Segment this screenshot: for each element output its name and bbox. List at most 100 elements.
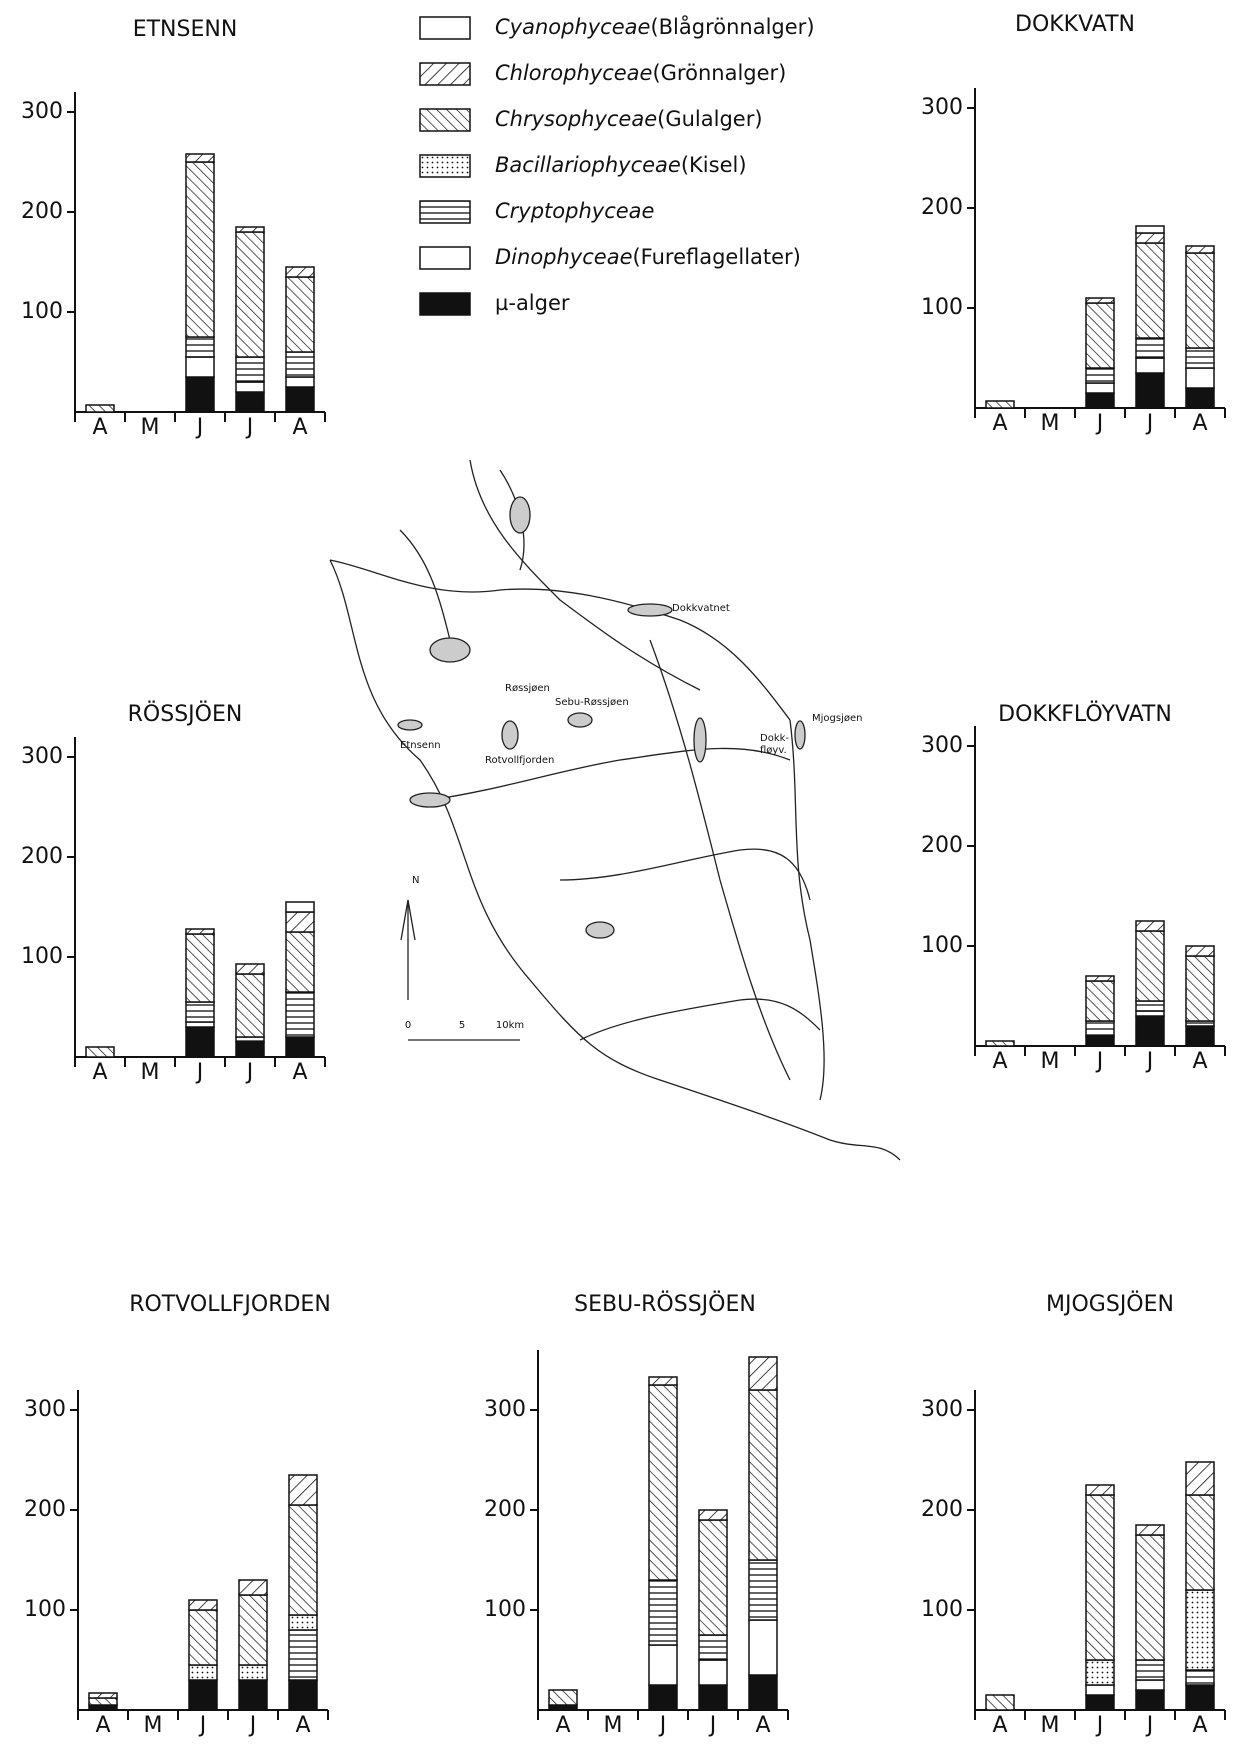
bar-segment — [1085, 382, 1115, 394]
y-tick-label: 100 — [921, 933, 963, 958]
legend-name: Chlorophyceae — [495, 61, 652, 85]
legend-swatch — [419, 200, 471, 224]
lake — [397, 719, 423, 731]
map — [329, 459, 901, 1161]
bar-segment — [1185, 1025, 1215, 1047]
bar-segment — [285, 276, 315, 353]
bar-segment — [1085, 1684, 1115, 1696]
y-tick-label: 200 — [21, 199, 63, 224]
bar-segment — [185, 161, 215, 338]
bar-segment — [1135, 242, 1165, 339]
bar-segment — [1135, 1534, 1165, 1661]
bar-segment — [288, 1629, 318, 1681]
bar-segment — [238, 1664, 268, 1681]
bar-segment — [1135, 930, 1165, 1002]
bar-segment — [748, 1389, 778, 1561]
bar-segment — [1135, 1689, 1165, 1711]
bar-segment — [1135, 1524, 1165, 1536]
bar-segment — [1185, 1461, 1215, 1496]
lake — [627, 603, 673, 617]
legend-label: µ-alger — [495, 291, 570, 315]
legend-note: (Grönnalger) — [652, 61, 786, 85]
bar-segment — [648, 1684, 678, 1711]
bar-segment — [235, 226, 265, 233]
bar-segment — [1135, 372, 1165, 409]
bar-segment — [185, 336, 215, 358]
river — [429, 747, 791, 801]
x-tick-label: A — [92, 1060, 107, 1085]
x-tick-label: A — [1192, 1049, 1207, 1074]
x-tick-label: J — [245, 1060, 254, 1085]
legend-name: Chrysophyceae — [495, 107, 657, 131]
lake — [585, 921, 615, 939]
river — [329, 559, 901, 1161]
x-tick-label: J — [1145, 1049, 1154, 1074]
river — [649, 639, 791, 1081]
bar-segment — [185, 933, 215, 1003]
lake — [567, 712, 593, 728]
lake — [409, 792, 451, 808]
bar-segment — [548, 1689, 578, 1706]
legend-swatch — [419, 62, 471, 86]
bar-segment — [188, 1679, 218, 1711]
bar-segment — [1085, 1659, 1115, 1686]
bar-segment — [185, 356, 215, 378]
chart-title: DOKKFLÖYVATN — [998, 701, 1172, 727]
x-tick-label: A — [992, 411, 1007, 436]
lake — [429, 637, 471, 663]
bar-segment — [288, 1504, 318, 1616]
x-tick-label: J — [1095, 411, 1104, 436]
bar-segment — [288, 1679, 318, 1711]
bar-segment — [1135, 225, 1165, 234]
river — [329, 559, 791, 721]
x-tick-label: A — [92, 415, 107, 440]
bar-segment — [285, 1036, 315, 1058]
y-tick-label: 200 — [24, 1497, 66, 1522]
legend-note: (Blågrönnalger) — [650, 14, 814, 39]
bar-segment — [88, 1697, 118, 1706]
y-tick-label: 100 — [921, 1597, 963, 1622]
lake — [693, 717, 707, 763]
bar-segment — [88, 1692, 118, 1699]
x-tick-label: A — [1192, 411, 1207, 436]
bar-segment — [1135, 357, 1165, 374]
bar-segment — [1085, 297, 1115, 304]
bar-segment — [1185, 367, 1215, 389]
chart-title: RÖSSJÖEN — [128, 701, 243, 727]
y-tick-label: 200 — [921, 195, 963, 220]
x-tick-label: J — [1145, 1713, 1154, 1738]
map-label: Etnsenn — [400, 740, 441, 751]
bar-segment — [748, 1559, 778, 1621]
bar-segment — [698, 1659, 728, 1686]
legend-label: Chlorophyceae(Grönnalger) — [495, 61, 786, 85]
legend-note: (Fureflagellater) — [632, 245, 800, 269]
map-label: Mjogsjøen — [812, 713, 862, 724]
y-tick-label: 100 — [484, 1597, 526, 1622]
bar-segment — [235, 973, 265, 1038]
bar-segment — [85, 1046, 115, 1058]
y-tick-label: 300 — [484, 1397, 526, 1422]
legend: Cyanophyceae(Blågrönnalger) Chlorophyceae… — [419, 14, 815, 316]
x-tick-label: M — [1041, 411, 1060, 436]
scale-label: 0 — [405, 1020, 411, 1031]
bar-segment — [235, 1041, 265, 1058]
chart: MJOGSJÖEN 100 200 300 A M J J A — [921, 1291, 1226, 1738]
x-tick-label: J — [1145, 411, 1154, 436]
legend-swatch — [419, 16, 471, 40]
bar-segment — [1185, 1669, 1215, 1686]
bar-segment — [1085, 1494, 1115, 1661]
bar-segment — [1085, 1694, 1115, 1711]
bar-segment — [1135, 1679, 1165, 1691]
chart-title: ROTVOLLFJORDEN — [129, 1292, 331, 1317]
legend-swatch — [419, 154, 471, 178]
bar-segment — [235, 356, 265, 383]
legend-name: Cryptophyceae — [495, 199, 654, 223]
bar-segment — [185, 153, 215, 163]
legend-swatch — [419, 292, 471, 316]
y-tick-label: 300 — [921, 1397, 963, 1422]
legend-swatch — [419, 108, 471, 132]
legend-name: Bacillariophyceae — [495, 153, 681, 177]
chart-title: MJOGSJÖEN — [1046, 1291, 1174, 1317]
chart: DOKKFLÖYVATN 100 200 300 A M J J A — [921, 701, 1226, 1074]
x-tick-label: A — [992, 1049, 1007, 1074]
